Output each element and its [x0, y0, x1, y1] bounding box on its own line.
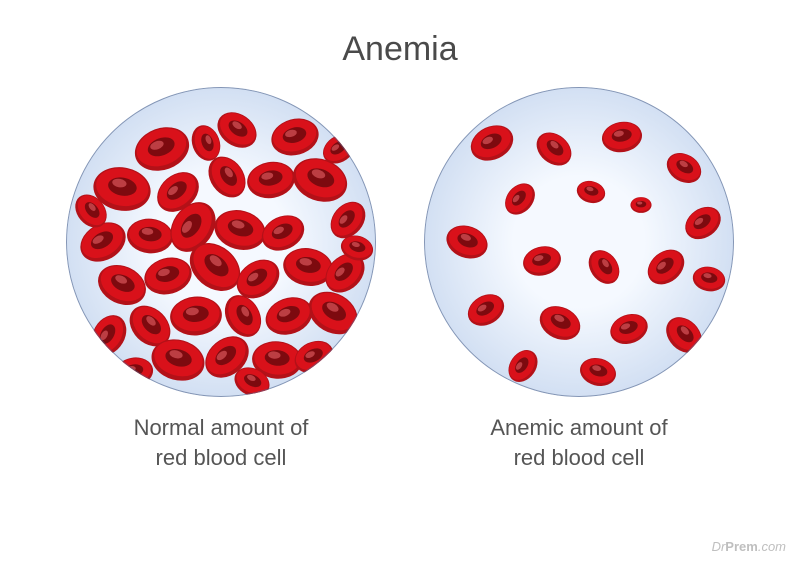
blood-cell-icon: [469, 120, 515, 166]
blood-cell-icon: [630, 194, 652, 216]
blood-cell-icon: [692, 262, 726, 296]
blood-cell-icon: [340, 231, 374, 265]
caption-normal: Normal amount of red blood cell: [134, 413, 309, 472]
watermark-bold: Prem: [725, 539, 758, 554]
caption-normal-line1: Normal amount of: [134, 415, 309, 440]
caption-anemic-line2: red blood cell: [514, 445, 645, 470]
blood-cell-icon: [601, 116, 643, 158]
blood-cell-icon: [683, 203, 723, 243]
blood-cell-icon: [72, 192, 110, 230]
watermark-prefix: Dr: [712, 539, 726, 554]
blood-cell-icon: [645, 246, 687, 288]
microscope-view-normal: [66, 87, 376, 397]
watermark-suffix: .com: [758, 539, 786, 554]
blood-cell-icon: [585, 248, 623, 286]
caption-normal-line2: red blood cell: [156, 445, 287, 470]
blood-cell-icon: [114, 352, 154, 392]
panels-row: Normal amount of red blood cell: [0, 87, 800, 472]
blood-cell-icon: [466, 290, 506, 330]
caption-anemic: Anemic amount of red blood cell: [490, 413, 667, 472]
caption-anemic-line1: Anemic amount of: [490, 415, 667, 440]
blood-cell-icon: [505, 348, 541, 384]
panel-anemic: Anemic amount of red blood cell: [424, 87, 734, 472]
blood-cell-icon: [534, 129, 574, 169]
blood-cell-icon: [609, 309, 649, 349]
blood-cell-icon: [187, 124, 225, 162]
microscope-view-anemic: [424, 87, 734, 397]
blood-cell-icon: [233, 363, 271, 398]
blood-cell-icon: [576, 177, 606, 207]
blood-cell-icon: [321, 131, 357, 167]
blood-cell-icon: [538, 301, 582, 345]
blood-cell-icon: [87, 313, 131, 357]
blood-cell-icon: [522, 241, 562, 281]
blood-cell-icon: [445, 220, 489, 264]
blood-cell-icon: [293, 336, 335, 378]
diagram-title: Anemia: [0, 0, 800, 69]
watermark: DrPrem.com: [712, 539, 786, 554]
panel-normal: Normal amount of red blood cell: [66, 87, 376, 472]
blood-cell-icon: [502, 181, 538, 217]
blood-cell-icon: [663, 314, 705, 356]
blood-cell-icon: [579, 353, 617, 391]
blood-cell-icon: [665, 149, 703, 187]
